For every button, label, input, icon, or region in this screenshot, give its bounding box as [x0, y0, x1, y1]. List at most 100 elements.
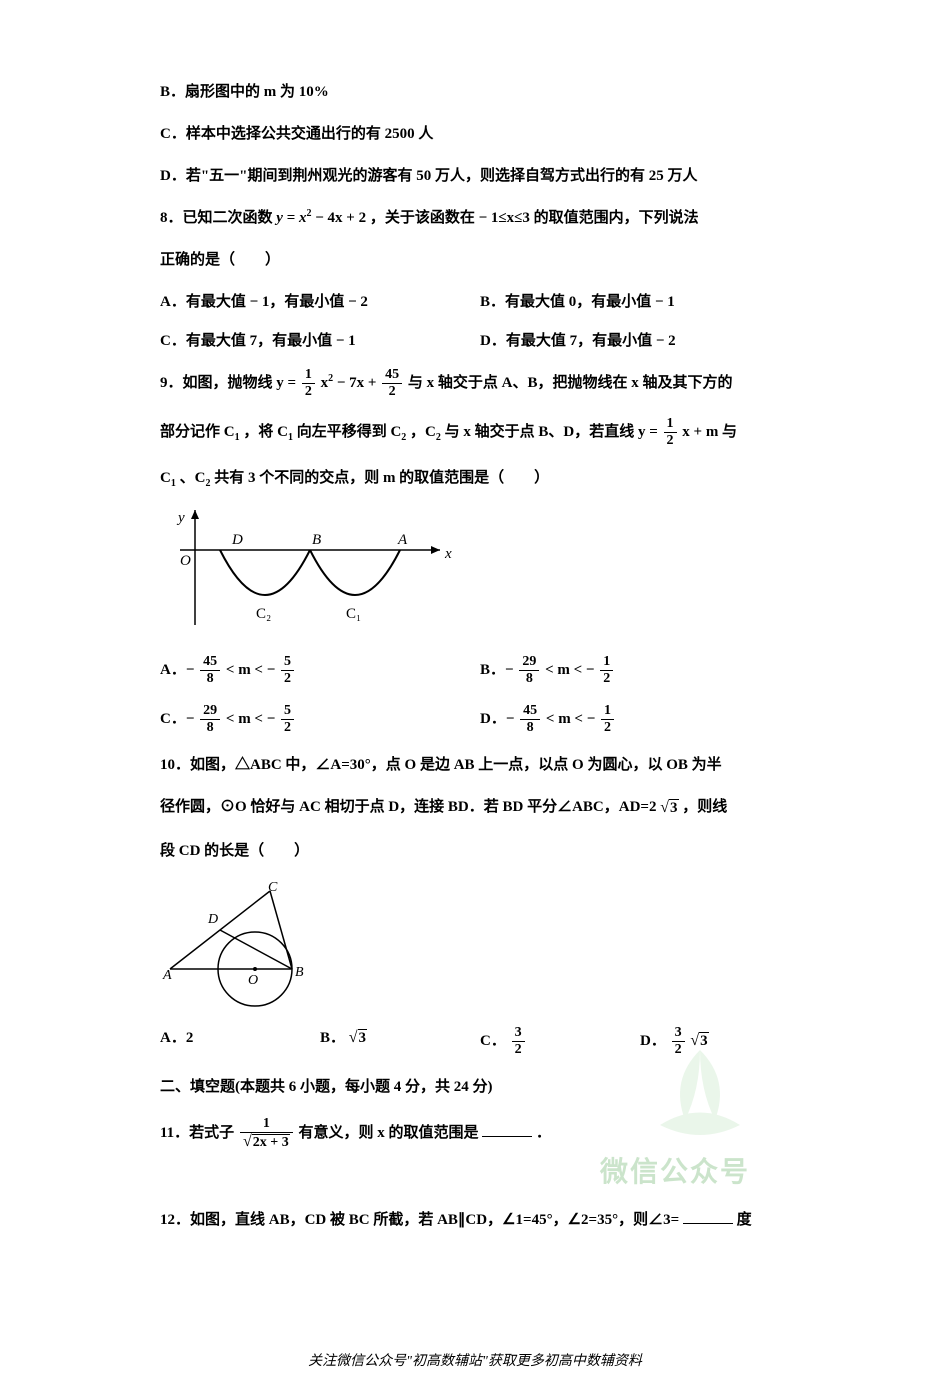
q8-post1: ，关于该函数在 − 1≤x≤3 的取值范围内，下列说法: [370, 210, 699, 226]
q9-f1n: 1: [302, 368, 315, 384]
q10-options: A．2 B． √3 C． 32 D． 32 √3: [160, 1026, 800, 1057]
q9b-mid: < m < −: [545, 662, 598, 678]
q11-end: ．: [536, 1125, 551, 1141]
q9-options-row2: C．− 298 < m < − 52 D．− 458 < m < − 12: [160, 704, 800, 735]
q10-sqrtarg: 3: [669, 799, 679, 816]
q8-stem-line2: 正确的是（ ）: [160, 248, 800, 272]
q10-O: O: [248, 973, 258, 988]
q9-A: A: [397, 532, 408, 548]
q9-ylabel: y: [176, 510, 185, 526]
q9-l3end: 共有 3 个不同的交点，则 m 的取值范围是（ ）: [214, 470, 549, 486]
q10-opt-d: D． 32 √3: [640, 1026, 800, 1057]
q9-C2: C₂: [256, 606, 271, 622]
q9-c2a: 2: [401, 432, 406, 443]
q10-opt-b: B． √3: [320, 1026, 480, 1057]
q12: 12．如图，直线 AB，CD 被 BC 所截，若 AB∥CD，∠1=45°，∠2…: [160, 1208, 800, 1232]
q10-sqrt: √3: [660, 795, 678, 821]
q11-pre: 11．若式子: [160, 1125, 238, 1141]
q10-C: C: [268, 881, 278, 895]
page-footer: 关注微信公众号"初高数辅站"获取更多初高中数辅资料: [0, 1350, 950, 1390]
q10-figure: A B C D O: [160, 881, 800, 1016]
q9d-f1n: 45: [520, 704, 540, 720]
q9-f3n: 1: [664, 417, 677, 433]
q9-c2b: 2: [436, 432, 441, 443]
q11-num: 1: [240, 1117, 293, 1133]
q9a-f1n: 45: [200, 655, 220, 671]
q10-line3: 段 CD 的长是（ ）: [160, 839, 800, 863]
q9a-f1d: 8: [200, 671, 220, 686]
q9d-mid: < m < −: [546, 711, 599, 727]
q9-opt-b: B．− 298 < m < − 12: [480, 655, 800, 686]
q10-line2: 径作圆，⊙O 恰好与 AC 相切于点 D，连接 BD．若 BD 平分∠ABC，A…: [160, 795, 800, 821]
q9-opt-c: C．− 298 < m < − 52: [160, 704, 480, 735]
q9-mid3: 与 x 轴交于点 A、B，把抛物线在 x 轴及其下方的: [408, 375, 733, 391]
q10-l2pre: 径作圆，⊙O 恰好与 AC 相切于点 D，连接 BD．若 BD 平分∠ABC，A…: [160, 799, 656, 815]
q9-c1c: 1: [171, 478, 176, 489]
q10-A: A: [162, 968, 172, 983]
q9-c1b: 1: [288, 432, 293, 443]
q9a-f2d: 2: [281, 671, 294, 686]
q12-pre: 12．如图，直线 AB，CD 被 BC 所截，若 AB∥CD，∠1=45°，∠2…: [160, 1212, 679, 1228]
q10-D: D: [207, 912, 218, 927]
q9b-pre: B．−: [480, 662, 517, 678]
q9-l2m1: ，将 C: [243, 424, 288, 440]
q10-opt-a: A．2: [160, 1026, 320, 1057]
q9a-f2n: 5: [281, 655, 294, 671]
q9-stem-line1: 9．如图，抛物线 y = 12 x2 − 7x + 452 与 x 轴交于点 A…: [160, 368, 800, 399]
q9c-f2d: 2: [281, 720, 294, 735]
q10c-pre: C．: [480, 1033, 506, 1049]
q8-opt-a: A．有最大值 − 1，有最小值 − 2: [160, 290, 480, 311]
q9d-f2d: 2: [601, 720, 614, 735]
q9-figure: y x O D B A C₂ C₁: [160, 510, 800, 645]
q7-option-b: B．扇形图中的 m 为 10%: [160, 80, 800, 104]
q9-frac1: 12: [302, 368, 315, 399]
q10b-pre: B．: [320, 1030, 345, 1046]
q9c-f1d: 8: [200, 720, 220, 735]
q8-options-row2: C．有最大值 7，有最小值 − 1 D．有最大值 7，有最小值 − 2: [160, 329, 800, 350]
q9c-pre: C．−: [160, 711, 198, 727]
q7-option-c: C．样本中选择公共交通出行的有 2500 人: [160, 122, 800, 146]
q8-opt-b: B．有最大值 0，有最小值 − 1: [480, 290, 800, 311]
q9-sup: 2: [328, 373, 333, 384]
q9b-f1n: 29: [519, 655, 539, 671]
q11-blank: [482, 1123, 532, 1137]
q9-mid2: − 7x +: [337, 375, 380, 391]
q9b-f1d: 8: [519, 671, 539, 686]
q10-B: B: [295, 965, 304, 980]
q9c-f1n: 29: [200, 704, 220, 720]
q11: 11．若式子 1 √2x + 3 有意义，则 x 的取值范围是 ．: [160, 1117, 800, 1150]
q9-options-row1: A．− 458 < m < − 52 B．− 298 < m < − 12: [160, 655, 800, 686]
q12-blank: [683, 1210, 733, 1224]
q9-l2m3: ，C: [410, 424, 436, 440]
q8-opt-c: C．有最大值 7，有最小值 − 1: [160, 329, 480, 350]
q10d-pre: D．: [640, 1033, 666, 1049]
q11-post: 有意义，则 x 的取值范围是: [298, 1125, 478, 1141]
q9-f2n: 45: [382, 368, 402, 384]
q10c-d: 2: [512, 1042, 525, 1057]
q9-f2d: 2: [382, 384, 402, 399]
q9-l2m2: 向左平移得到 C: [297, 424, 402, 440]
q8-options-row1: A．有最大值 − 1，有最小值 − 2 B．有最大值 0，有最小值 − 1: [160, 290, 800, 311]
q10-svg: A B C D O: [160, 881, 340, 1011]
q9-D: D: [231, 532, 243, 548]
q9-l3pre: C: [160, 470, 171, 486]
q9b-f2d: 2: [600, 671, 613, 686]
q8-opt-d: D．有最大值 7，有最小值 − 2: [480, 329, 800, 350]
q9-B: B: [312, 532, 321, 548]
q9-l2m4: 与 x 轴交于点 B、D，若直线 y =: [445, 424, 662, 440]
q7-option-d: D．若"五一"期间到荆州观光的游客有 50 万人，则选择自驾方式出行的有 25 …: [160, 164, 800, 188]
q10-opt-c: C． 32: [480, 1026, 640, 1057]
q9b-f2n: 1: [600, 655, 613, 671]
q9-stem-line3: C1 、C2 共有 3 个不同的交点，则 m 的取值范围是（ ）: [160, 466, 800, 492]
q9-f1d: 2: [302, 384, 315, 399]
q9-f3d: 2: [664, 433, 677, 448]
q12-post: 度: [737, 1212, 752, 1228]
q9-opt-d: D．− 458 < m < − 12: [480, 704, 800, 735]
q9-c2c: 2: [205, 478, 210, 489]
q9a-mid: < m < −: [226, 662, 279, 678]
page-content: B．扇形图中的 m 为 10% C．样本中选择公共交通出行的有 2500 人 D…: [0, 0, 950, 1310]
q10b-sqrt: 3: [358, 1029, 368, 1046]
q9a-pre: A．−: [160, 662, 198, 678]
q8-sup2: 2: [307, 208, 312, 219]
q9d-f1d: 8: [520, 720, 540, 735]
